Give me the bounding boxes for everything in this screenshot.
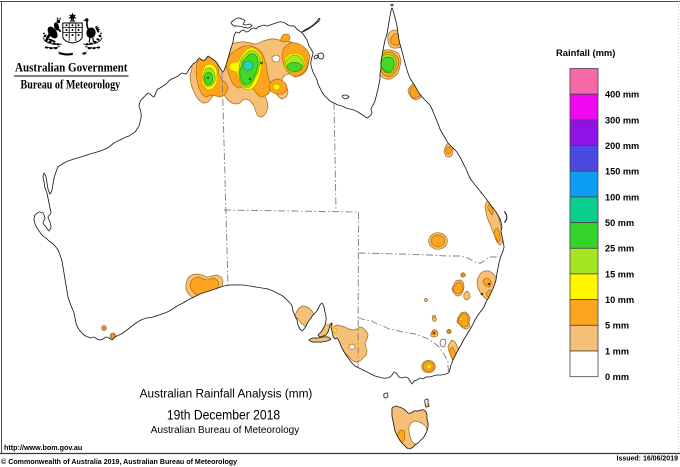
svg-text:© Commonwealth of Australia 20: © Commonwealth of Australia 2019, Austra… [1, 458, 237, 466]
svg-text:50 mm: 50 mm [605, 218, 634, 228]
svg-text:Bureau of Meteorology: Bureau of Meteorology [21, 77, 121, 91]
svg-text:25 mm: 25 mm [605, 244, 634, 254]
svg-text:5 mm: 5 mm [605, 321, 629, 331]
svg-text:400 mm: 400 mm [605, 90, 639, 100]
svg-text:19th December 2018: 19th December 2018 [167, 407, 280, 423]
svg-text:Australian Rainfall Analysis (: Australian Rainfall Analysis (mm) [140, 386, 313, 400]
svg-text:15 mm: 15 mm [605, 269, 634, 279]
svg-text:10 mm: 10 mm [605, 295, 634, 305]
svg-text:300 mm: 300 mm [605, 115, 639, 125]
svg-text:150 mm: 150 mm [605, 167, 639, 177]
svg-text:Rainfall (mm): Rainfall (mm) [556, 47, 615, 58]
svg-text:200 mm: 200 mm [605, 141, 639, 151]
svg-text:Australian Bureau of Meteorolo: Australian Bureau of Meteorology [151, 425, 299, 436]
svg-text:100 mm: 100 mm [605, 192, 639, 202]
svg-text:http://www.bom.gov.au: http://www.bom.gov.au [4, 443, 82, 452]
svg-text:0 mm: 0 mm [605, 372, 629, 382]
svg-text:Australian Government: Australian Government [15, 60, 127, 75]
svg-text:1 mm: 1 mm [605, 346, 629, 356]
svg-text:Issued: 16/06/2019: Issued: 16/06/2019 [617, 456, 679, 463]
